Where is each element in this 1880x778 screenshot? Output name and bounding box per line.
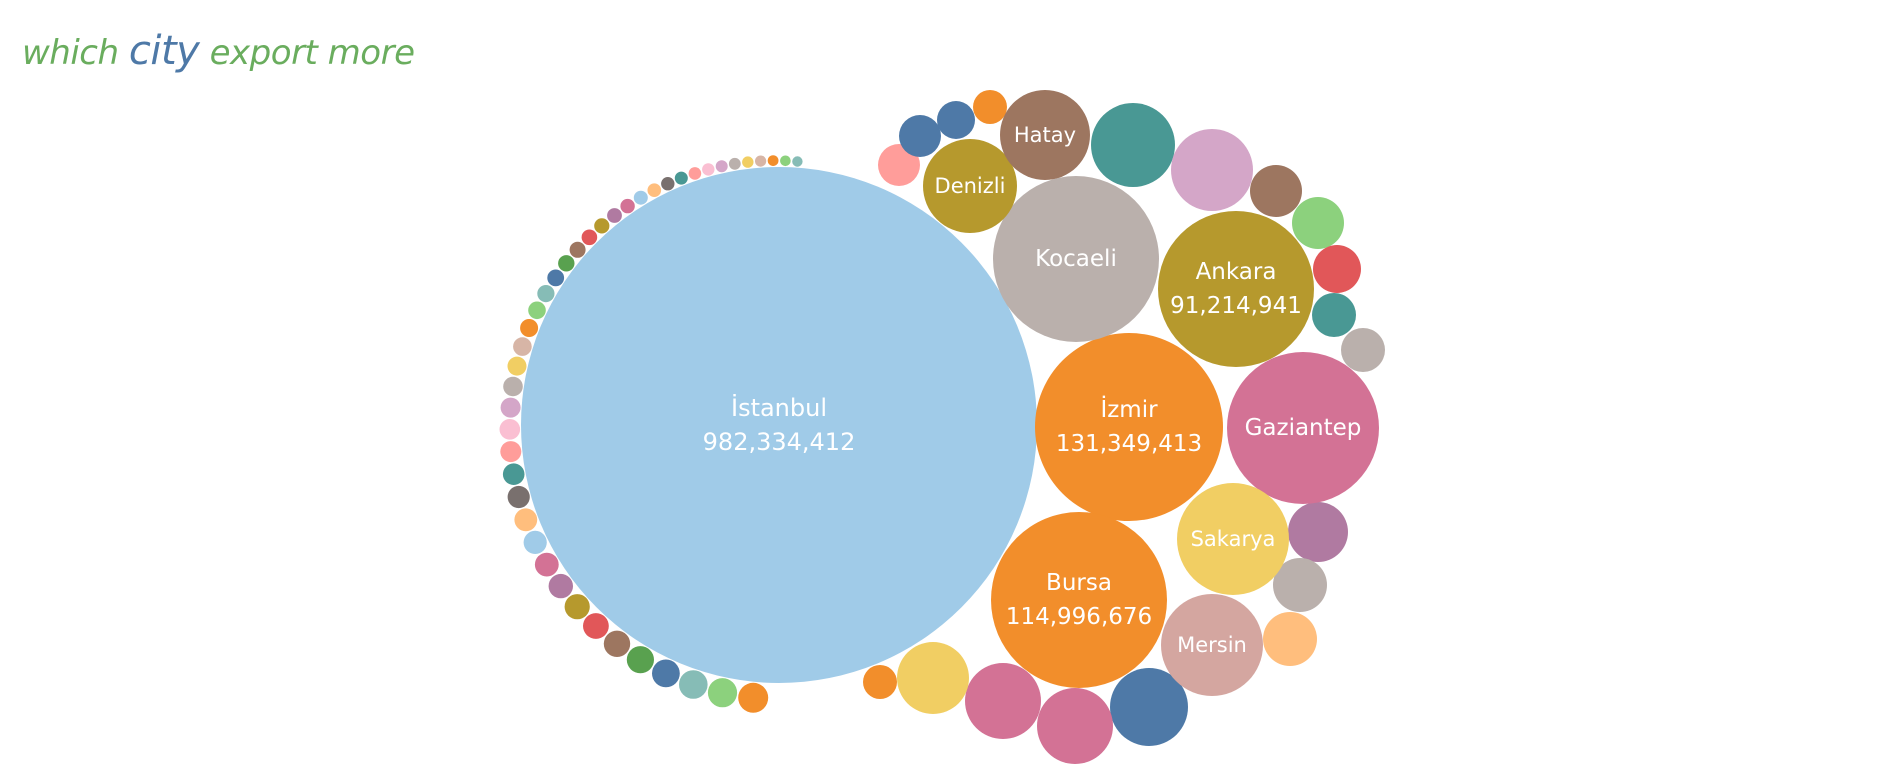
bubble-small[interactable] xyxy=(507,356,527,376)
bubble-small[interactable] xyxy=(1313,245,1361,293)
bubble-small[interactable] xyxy=(738,682,769,713)
bubble-small[interactable] xyxy=(607,208,622,223)
bubble-small[interactable] xyxy=(626,646,655,674)
bubble-small[interactable] xyxy=(1110,668,1188,746)
bubble-label-i-stanbul: İstanbul xyxy=(731,393,827,422)
bubble-small[interactable] xyxy=(528,301,546,320)
bubble-small[interactable] xyxy=(547,269,565,287)
bubble-small[interactable] xyxy=(500,397,521,418)
bubble-small[interactable] xyxy=(1312,293,1356,337)
bubble-ankara[interactable] xyxy=(1158,211,1314,367)
bubble-bursa[interactable] xyxy=(991,512,1167,688)
bubble-hatay[interactable] xyxy=(1000,90,1090,180)
bubble-gaziantep[interactable] xyxy=(1227,352,1379,504)
bubble-small[interactable] xyxy=(581,229,598,246)
bubble-small[interactable] xyxy=(1341,328,1385,372)
bubble-small[interactable] xyxy=(780,155,791,167)
bubble-small[interactable] xyxy=(507,485,530,509)
bubble-denizli[interactable] xyxy=(923,139,1017,233)
bubble-small[interactable] xyxy=(1171,129,1253,211)
bubble-small[interactable] xyxy=(537,285,555,303)
bubble-small[interactable] xyxy=(633,190,648,205)
bubble-label-bursa: Bursa xyxy=(1046,570,1112,596)
bubble-small[interactable] xyxy=(1250,165,1302,217)
bubble-small[interactable] xyxy=(755,155,767,167)
bubble-label-hatay: Hatay xyxy=(1014,123,1076,147)
bubble-small[interactable] xyxy=(679,670,708,699)
bubble-small[interactable] xyxy=(792,156,803,167)
bubble-small[interactable] xyxy=(1263,612,1317,666)
bubble-small[interactable] xyxy=(707,678,738,708)
title-word-export-more: export more xyxy=(209,33,415,73)
bubble-small[interactable] xyxy=(514,508,538,532)
bubble-label-mersin: Mersin xyxy=(1177,633,1247,657)
bubble-small[interactable] xyxy=(569,241,586,258)
bubble-small[interactable] xyxy=(534,552,559,577)
bubble-label-i-zmir: İzmir xyxy=(1100,395,1158,423)
bubble-kocaeli[interactable] xyxy=(993,176,1159,342)
bubble-small[interactable] xyxy=(728,157,741,170)
bubble-small[interactable] xyxy=(899,115,941,157)
bubble-label-ankara: Ankara xyxy=(1196,259,1277,285)
bubble-small[interactable] xyxy=(583,613,609,639)
bubble-value-ankara: 91,214,941 xyxy=(1170,293,1302,319)
bubble-label-kocaeli: Kocaeli xyxy=(1035,246,1117,272)
bubble-small[interactable] xyxy=(688,167,702,180)
bubble-small[interactable] xyxy=(499,419,521,440)
bubble-small[interactable] xyxy=(503,376,523,397)
bubble-small[interactable] xyxy=(1288,502,1348,562)
bubble-small[interactable] xyxy=(647,183,662,197)
bubble-small[interactable] xyxy=(564,594,590,620)
chart-title: which city export more xyxy=(22,28,415,74)
title-word-which: which xyxy=(22,33,119,73)
bubble-small[interactable] xyxy=(500,441,522,463)
bubble-label-sakarya: Sakarya xyxy=(1191,527,1276,551)
bubble-small[interactable] xyxy=(742,156,754,168)
bubble-i-zmir[interactable] xyxy=(1035,333,1223,521)
bubble-small[interactable] xyxy=(652,659,680,688)
bubble-small[interactable] xyxy=(620,198,635,214)
bubble-small[interactable] xyxy=(973,90,1007,124)
bubble-sakarya[interactable] xyxy=(1177,483,1289,595)
bubble-small[interactable] xyxy=(513,337,532,356)
bubble-small[interactable] xyxy=(603,630,631,657)
bubble-small[interactable] xyxy=(594,218,610,234)
bubble-value-bursa: 114,996,676 xyxy=(1006,604,1152,630)
bubble-small[interactable] xyxy=(863,665,897,699)
bubble-small[interactable] xyxy=(767,155,779,167)
bubble-label-gaziantep: Gaziantep xyxy=(1245,415,1362,441)
title-word-city: city xyxy=(128,28,200,74)
bubble-small[interactable] xyxy=(548,573,573,599)
bubble-i-stanbul[interactable] xyxy=(521,167,1037,683)
bubble-small[interactable] xyxy=(502,463,525,486)
bubble-small[interactable] xyxy=(523,530,547,555)
bubble-small[interactable] xyxy=(661,177,675,191)
bubble-small[interactable] xyxy=(937,101,975,139)
bubble-small[interactable] xyxy=(1292,197,1344,249)
bubble-small[interactable] xyxy=(715,160,728,173)
bubble-value-i-zmir: 131,349,413 xyxy=(1056,431,1202,457)
bubble-small[interactable] xyxy=(1273,558,1327,612)
bubble-small[interactable] xyxy=(897,642,969,714)
bubble-small[interactable] xyxy=(1037,688,1113,764)
bubble-small[interactable] xyxy=(965,663,1041,739)
bubble-small[interactable] xyxy=(674,171,688,185)
bubble-small[interactable] xyxy=(1091,103,1175,187)
bubble-small[interactable] xyxy=(702,163,715,176)
bubble-label-denizli: Denizli xyxy=(935,174,1006,198)
bubble-small[interactable] xyxy=(558,255,575,272)
bubble-mersin[interactable] xyxy=(1161,594,1263,696)
bubble-small[interactable] xyxy=(520,319,539,337)
bubble-small[interactable] xyxy=(878,144,920,186)
bubble-value-i-stanbul: 982,334,412 xyxy=(703,428,856,456)
